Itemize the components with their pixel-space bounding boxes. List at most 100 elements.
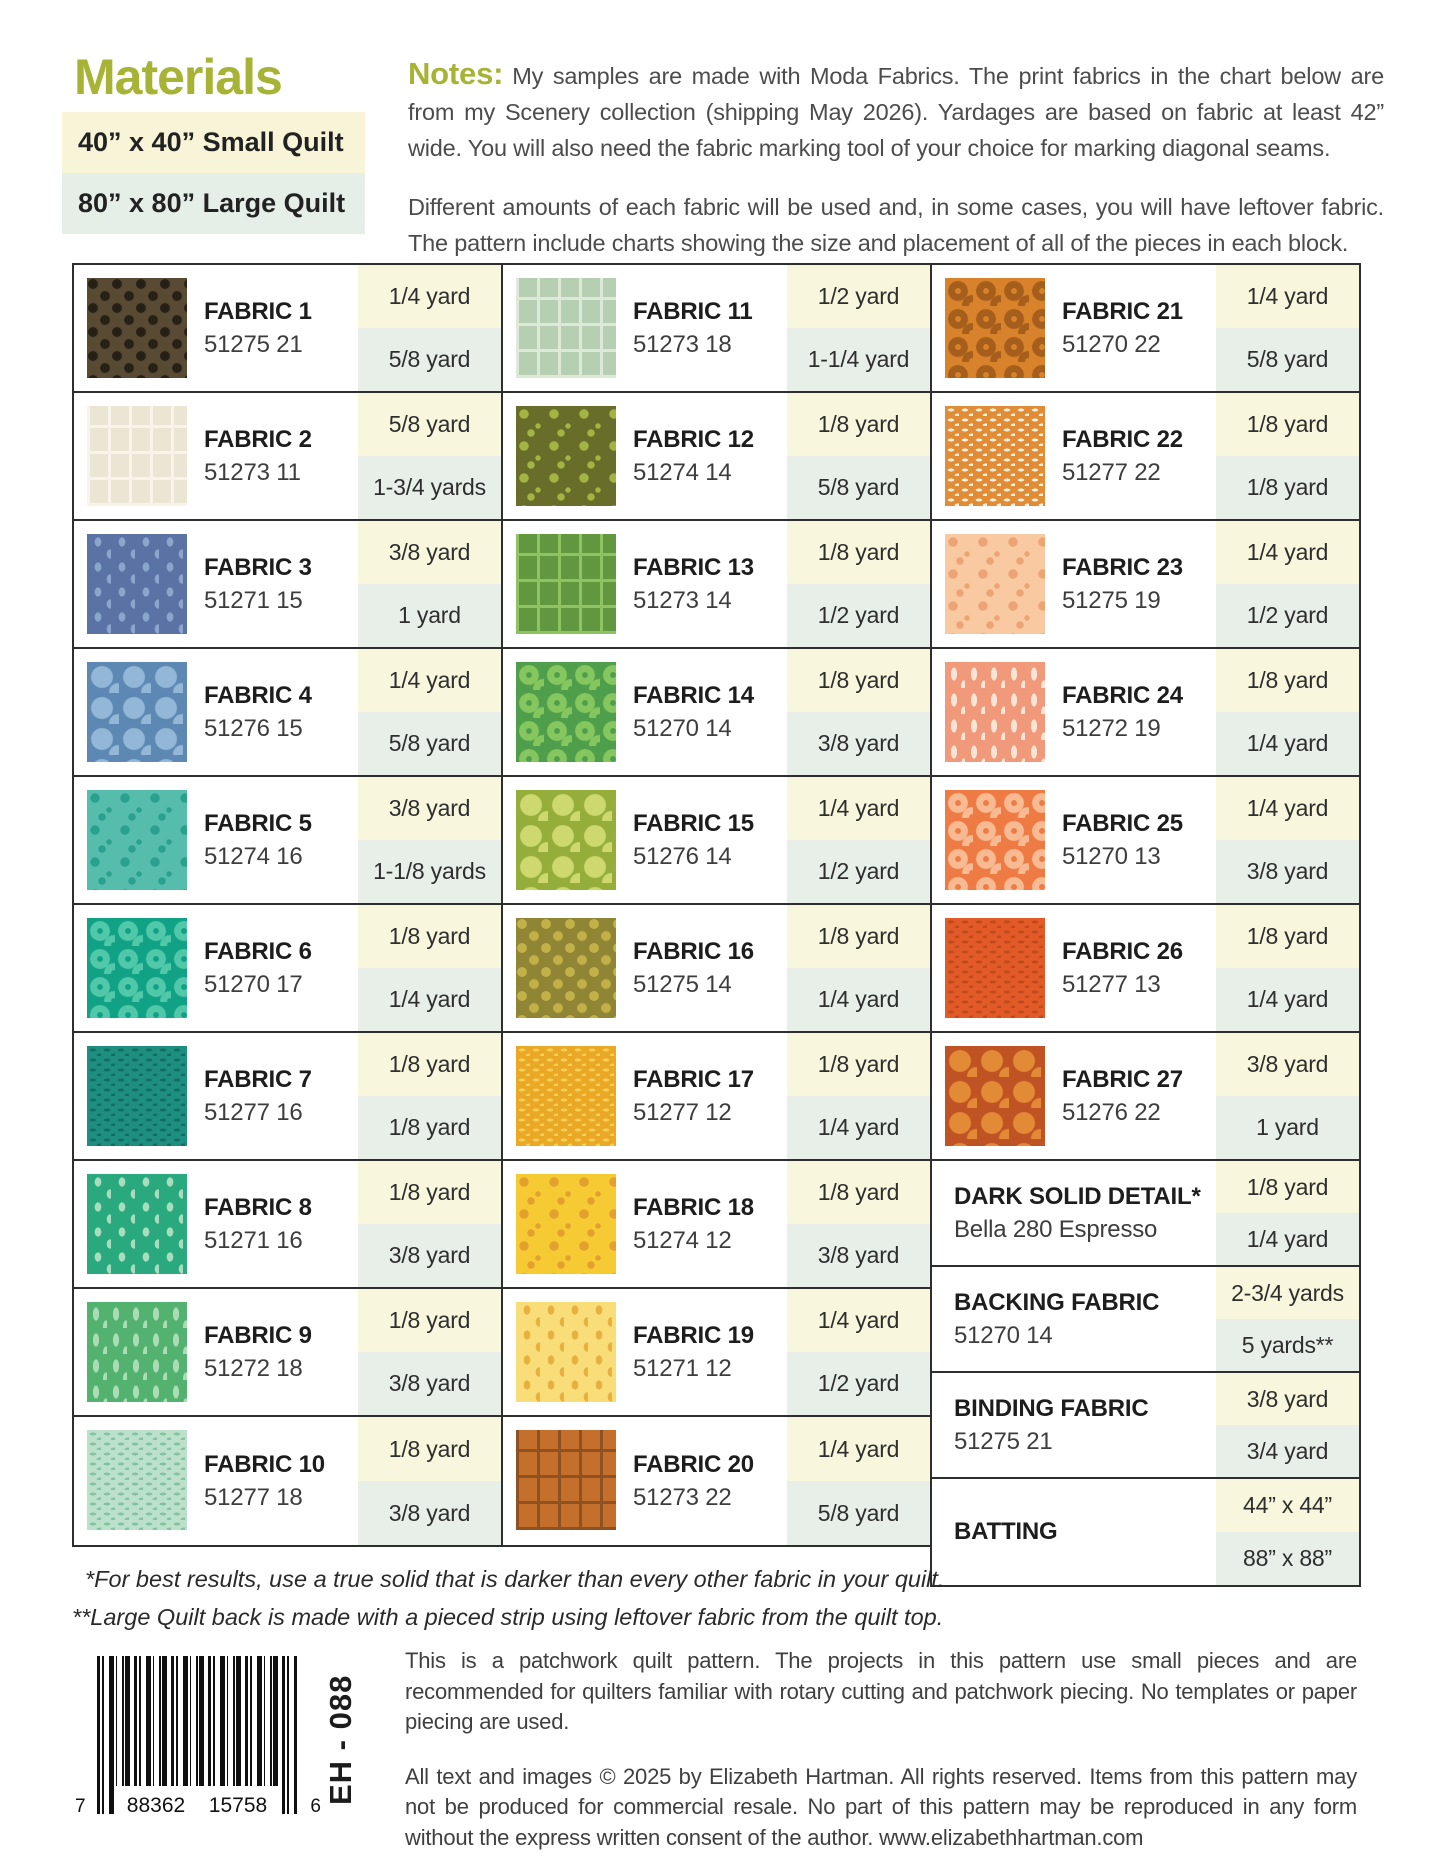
fabric-yardages: 1/8 yard 1/8 yard bbox=[1216, 393, 1359, 519]
fabric-swatch bbox=[516, 406, 616, 506]
fabric-sku: 51275 19 bbox=[1062, 586, 1161, 614]
fabric-swatch bbox=[945, 918, 1045, 1018]
fabric-swatch bbox=[87, 1430, 187, 1530]
yardage-large-quilt: 1/4 yard bbox=[787, 1096, 930, 1159]
fabric-name: FABRIC 27 bbox=[1062, 1065, 1183, 1093]
fabric-swatch bbox=[87, 406, 187, 506]
fabric-sku: 51275 14 bbox=[633, 970, 732, 998]
fabric-name: FABRIC 12 bbox=[633, 425, 754, 453]
fabric-name: FABRIC 21 bbox=[1062, 297, 1183, 325]
fabric-row: FABRIC 7 51277 16 1/8 yard 1/8 yard bbox=[74, 1033, 501, 1161]
yardage-large-quilt: 1-3/4 yards bbox=[358, 456, 501, 519]
material-row: BACKING FABRIC 51270 14 2-3/4 yards 5 ya… bbox=[932, 1267, 1359, 1373]
fabric-sku: 51273 22 bbox=[633, 1483, 732, 1511]
fabric-name: FABRIC 7 bbox=[204, 1065, 312, 1093]
fabric-row: FABRIC 24 51272 19 1/8 yard 1/4 yard bbox=[932, 649, 1359, 777]
yardage-large-quilt: 1/8 yard bbox=[1216, 456, 1359, 519]
material-yardages: 2-3/4 yards 5 yards** bbox=[1216, 1267, 1359, 1371]
yardage-large-quilt: 3/8 yard bbox=[787, 712, 930, 775]
yardage-small-quilt: 1/8 yard bbox=[787, 393, 930, 456]
fabric-sku: 51274 12 bbox=[633, 1226, 732, 1254]
yardage-small-quilt: 1/2 yard bbox=[787, 265, 930, 328]
barcode-digits-group2: 15758 bbox=[208, 1794, 268, 1817]
fabric-name: FABRIC 3 bbox=[204, 553, 312, 581]
fabric-sku: 51275 21 bbox=[204, 330, 303, 358]
barcode-digit-left: 7 bbox=[75, 1796, 86, 1817]
fabric-sku: 51276 15 bbox=[204, 714, 303, 742]
fabric-sku: 51277 18 bbox=[204, 1483, 303, 1511]
material-label: BINDING FABRIC 51275 21 bbox=[932, 1373, 1216, 1477]
barcode-digit-right: 6 bbox=[310, 1796, 321, 1817]
yardage-small-quilt: 44” x 44” bbox=[1216, 1479, 1359, 1532]
barcode-number-band: 88362 15758 bbox=[115, 1786, 279, 1818]
yardage-small-quilt: 1/8 yard bbox=[358, 1161, 501, 1224]
fabric-name: FABRIC 25 bbox=[1062, 809, 1183, 837]
fabric-label: FABRIC 12 51274 14 bbox=[616, 393, 787, 519]
fabric-label: FABRIC 2 51273 11 bbox=[187, 393, 358, 519]
fabric-row: FABRIC 1 51275 21 1/4 yard 5/8 yard bbox=[74, 265, 501, 393]
fabric-sku: 51272 18 bbox=[204, 1354, 303, 1382]
fabric-column-2: FABRIC 11 51273 18 1/2 yard 1-1/4 yard F… bbox=[501, 263, 932, 1547]
yardage-small-quilt: 3/8 yard bbox=[358, 777, 501, 840]
fabric-sku: 51276 22 bbox=[1062, 1098, 1161, 1126]
fabric-name: FABRIC 26 bbox=[1062, 937, 1183, 965]
fabric-sku: 51272 19 bbox=[1062, 714, 1161, 742]
fabric-sku: 51270 14 bbox=[633, 714, 732, 742]
yardage-large-quilt: 3/8 yard bbox=[787, 1224, 930, 1287]
fabric-row: FABRIC 10 51277 18 1/8 yard 3/8 yard bbox=[74, 1417, 501, 1545]
fabric-swatch bbox=[945, 790, 1045, 890]
fabric-swatch bbox=[516, 1046, 616, 1146]
fabric-yardages: 1/8 yard 3/8 yard bbox=[787, 1161, 930, 1287]
fabric-row: FABRIC 12 51274 14 1/8 yard 5/8 yard bbox=[503, 393, 930, 521]
fabric-name: FABRIC 6 bbox=[204, 937, 312, 965]
fabric-row: FABRIC 4 51276 15 1/4 yard 5/8 yard bbox=[74, 649, 501, 777]
fabric-label: FABRIC 7 51277 16 bbox=[187, 1033, 358, 1159]
fabric-swatch bbox=[516, 278, 616, 378]
yardage-small-quilt: 1/4 yard bbox=[787, 1417, 930, 1481]
yardage-small-quilt: 3/8 yard bbox=[358, 521, 501, 584]
barcode-digits-group1: 88362 bbox=[126, 1794, 186, 1817]
fabric-label: FABRIC 1 51275 21 bbox=[187, 265, 358, 391]
pattern-code: EH - 088 bbox=[323, 1674, 358, 1806]
fabric-yardages: 1/4 yard 3/8 yard bbox=[1216, 777, 1359, 903]
fabric-row: FABRIC 20 51273 22 1/4 yard 5/8 yard bbox=[503, 1417, 930, 1545]
fabric-label: FABRIC 13 51273 14 bbox=[616, 521, 787, 647]
fabric-sku: 51270 17 bbox=[204, 970, 303, 998]
fabric-sku: 51271 15 bbox=[204, 586, 303, 614]
yardage-small-quilt: 1/4 yard bbox=[358, 265, 501, 328]
fabric-label: FABRIC 22 51277 22 bbox=[1045, 393, 1216, 519]
fabric-yardages: 1/8 yard 1/8 yard bbox=[358, 1033, 501, 1159]
fabric-row: FABRIC 25 51270 13 1/4 yard 3/8 yard bbox=[932, 777, 1359, 905]
yardage-small-quilt: 1/8 yard bbox=[787, 905, 930, 968]
fabric-sku: 51270 13 bbox=[1062, 842, 1161, 870]
fabric-name: FABRIC 8 bbox=[204, 1193, 312, 1221]
footnote-dark-solid: *For best results, use a true solid that… bbox=[85, 1566, 945, 1592]
fabric-swatch bbox=[87, 1174, 187, 1274]
fabric-yardages: 1/4 yard 1/2 yard bbox=[787, 1289, 930, 1415]
yardage-small-quilt: 1/8 yard bbox=[358, 1417, 501, 1481]
fabric-name: FABRIC 2 bbox=[204, 425, 312, 453]
fabric-label: FABRIC 17 51277 12 bbox=[616, 1033, 787, 1159]
yardage-large-quilt: 5/8 yard bbox=[358, 712, 501, 775]
fabric-swatch bbox=[87, 790, 187, 890]
fabric-swatch bbox=[87, 278, 187, 378]
yardage-large-quilt: 1/2 yard bbox=[1216, 584, 1359, 647]
fabric-sku: 51273 14 bbox=[633, 586, 732, 614]
fabric-row: FABRIC 5 51274 16 3/8 yard 1-1/8 yards bbox=[74, 777, 501, 905]
fabric-yardages: 1/8 yard 1/2 yard bbox=[787, 521, 930, 647]
fabric-yardages: 1/8 yard 3/8 yard bbox=[358, 1161, 501, 1287]
fabric-label: FABRIC 6 51270 17 bbox=[187, 905, 358, 1031]
notes-paragraph-1: Notes: My samples are made with Moda Fabr… bbox=[408, 56, 1384, 166]
fabric-name: FABRIC 1 bbox=[204, 297, 312, 325]
material-label: BACKING FABRIC 51270 14 bbox=[932, 1267, 1216, 1371]
fabric-row: FABRIC 11 51273 18 1/2 yard 1-1/4 yard bbox=[503, 265, 930, 393]
yardage-small-quilt: 5/8 yard bbox=[358, 393, 501, 456]
yardage-large-quilt: 1/2 yard bbox=[787, 1352, 930, 1415]
fabric-swatch bbox=[516, 1430, 616, 1530]
fabric-swatch bbox=[516, 662, 616, 762]
fabric-label: FABRIC 26 51277 13 bbox=[1045, 905, 1216, 1031]
fabric-row: FABRIC 2 51273 11 5/8 yard 1-3/4 yards bbox=[74, 393, 501, 521]
fabric-yardages: 1/4 yard 5/8 yard bbox=[1216, 265, 1359, 391]
fabric-name: FABRIC 13 bbox=[633, 553, 754, 581]
fabric-sku: 51277 13 bbox=[1062, 970, 1161, 998]
